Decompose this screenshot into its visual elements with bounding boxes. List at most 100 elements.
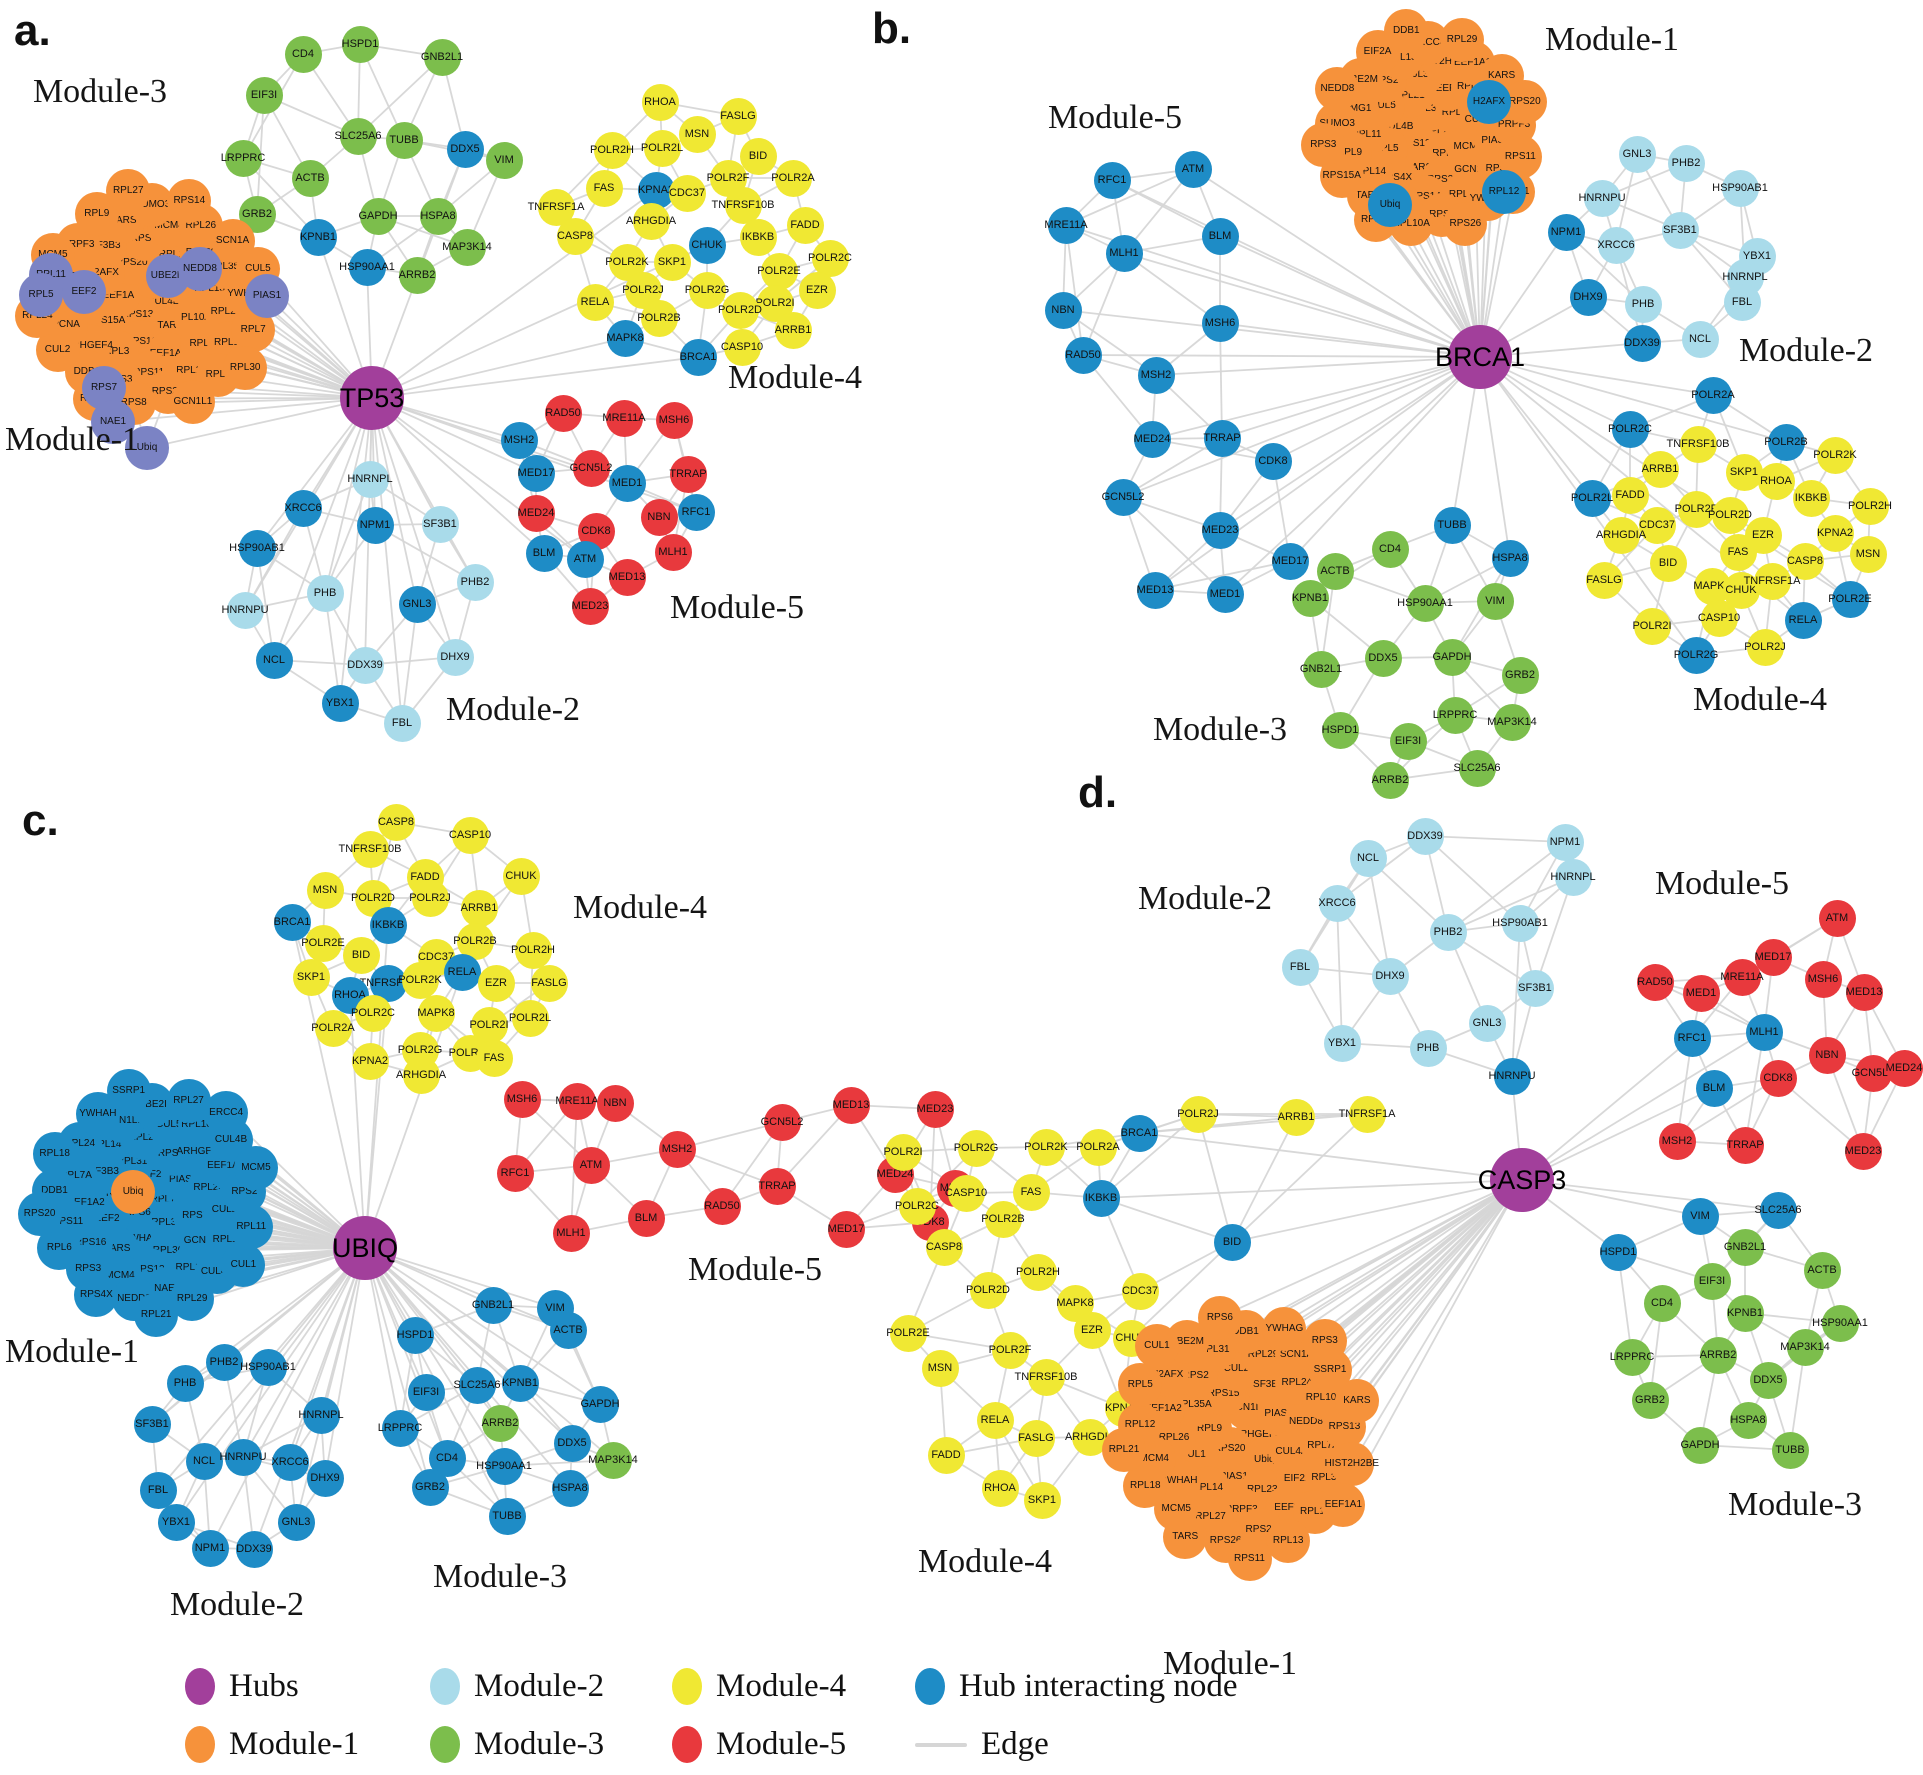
node-polr2k[interactable]: POLR2K [398, 961, 442, 999]
node-nbn[interactable]: NBN [640, 498, 678, 536]
node-eif3i[interactable]: EIF3I [1389, 722, 1427, 760]
node-dhx9[interactable]: DHX9 [1371, 957, 1409, 995]
node-polr2c[interactable]: POLR2C [895, 1187, 939, 1225]
node-trrap[interactable]: TRRAP [669, 455, 707, 493]
node-ikbkb[interactable]: IKBKB [1082, 1179, 1120, 1217]
node-ddx39[interactable]: DDX39 [346, 646, 384, 684]
node-polr2c[interactable]: POLR2C [808, 239, 852, 277]
node-actb[interactable]: ACTB [549, 1311, 587, 1349]
node-phb[interactable]: PHB [1624, 285, 1662, 323]
node-fas[interactable]: FAS [585, 169, 623, 207]
node-faslg[interactable]: FASLG [1585, 561, 1623, 599]
node-gnb2l1[interactable]: GNB2L1 [421, 38, 463, 76]
node-kpnb1[interactable]: KPNB1 [501, 1364, 539, 1402]
node-gnb2l1[interactable]: GNB2L1 [1300, 650, 1342, 688]
node-cdc37[interactable]: CDC37 [668, 174, 706, 212]
node-rps11[interactable]: RPS11 [1227, 1537, 1272, 1582]
node-dhx9[interactable]: DHX9 [1569, 278, 1607, 316]
node-skp1[interactable]: SKP1 [1023, 1481, 1061, 1519]
node-polr2g[interactable]: POLR2G [685, 271, 729, 309]
node-rad50[interactable]: RAD50 [1636, 963, 1674, 1001]
node-polr2e[interactable]: POLR2E [1828, 580, 1872, 618]
node-trrap[interactable]: TRRAP [1726, 1126, 1764, 1164]
node-mre11a[interactable]: MRE11A [1044, 206, 1088, 244]
node-hist2h2be[interactable]: HIST2H2BE [1325, 1442, 1379, 1487]
node-rhoa[interactable]: RHOA [1757, 462, 1795, 500]
node-tnfrsf10b[interactable]: TNFRSF10B [1667, 425, 1729, 463]
node-kpnb1[interactable]: KPNB1 [1726, 1294, 1764, 1332]
node-hnrnpu[interactable]: HNRNPU [1578, 179, 1626, 217]
node-polr2a[interactable]: POLR2A [1691, 376, 1735, 414]
node-cd4[interactable]: CD4 [284, 35, 322, 73]
node-phb2[interactable]: PHB2 [205, 1343, 243, 1381]
node-blm[interactable]: BLM [525, 534, 563, 572]
node-ddx5[interactable]: DDX5 [553, 1424, 591, 1462]
node-cdc37[interactable]: CDC37 [1121, 1272, 1159, 1310]
node-tnfrsf1a[interactable]: TNFRSF1A [1744, 562, 1800, 600]
node-ezr[interactable]: EZR [477, 964, 515, 1002]
node-faslg[interactable]: FASLG [530, 964, 568, 1002]
node-cd4[interactable]: CD4 [1371, 530, 1409, 568]
node-hspd1[interactable]: HSPD1 [396, 1316, 434, 1354]
node-polr2h[interactable]: POLR2H [511, 931, 555, 969]
node-phb2[interactable]: PHB2 [1429, 913, 1467, 951]
node-brca1[interactable]: BRCA1 [1120, 1114, 1158, 1152]
node-nbn[interactable]: NBN [1808, 1036, 1846, 1074]
node-casp10[interactable]: CASP10 [1698, 599, 1740, 637]
node-tnfrsf1a[interactable]: TNFRSF1A [1339, 1095, 1395, 1133]
node-polr2b[interactable]: POLR2B [637, 299, 681, 337]
node-polr2d[interactable]: POLR2D [718, 291, 762, 329]
node-xrcc6[interactable]: XRCC6 [284, 489, 322, 527]
node-med23[interactable]: MED23 [1201, 511, 1239, 549]
node-med17[interactable]: MED17 [1271, 542, 1309, 580]
node-msh2[interactable]: MSH2 [1658, 1122, 1696, 1160]
node-skp1[interactable]: SKP1 [1725, 453, 1763, 491]
node-mlh1[interactable]: MLH1 [552, 1214, 590, 1252]
node-vim[interactable]: VIM [1681, 1197, 1719, 1235]
node-map3k14[interactable]: MAP3K14 [1780, 1328, 1830, 1366]
node-npm1[interactable]: NPM1 [356, 506, 394, 544]
node-rhoa[interactable]: RHOA [981, 1469, 1019, 1507]
node-faslg[interactable]: FASLG [719, 97, 757, 135]
node-tubb[interactable]: TUBB [385, 121, 423, 159]
node-gnl3[interactable]: GNL3 [1468, 1004, 1506, 1042]
node-ikbkb[interactable]: IKBKB [739, 218, 777, 256]
node-med23[interactable]: MED23 [1844, 1132, 1882, 1170]
node-arrb1[interactable]: ARRB1 [1641, 450, 1679, 488]
node-nbn[interactable]: NBN [1044, 291, 1082, 329]
node-hnrnpu[interactable]: HNRNPU [1488, 1057, 1536, 1095]
node-gnl3[interactable]: GNL3 [398, 585, 436, 623]
node-blm[interactable]: BLM [1695, 1069, 1733, 1107]
node-ncl[interactable]: NCL [255, 641, 293, 679]
node-polr2b[interactable]: POLR2B [1764, 423, 1808, 461]
node-med24[interactable]: MED24 [517, 494, 555, 532]
node-hsp90aa1[interactable]: HSP90AA1 [1397, 584, 1453, 622]
node-hspa8[interactable]: HSPA8 [1729, 1401, 1767, 1439]
node-atm[interactable]: ATM [1818, 899, 1856, 937]
node-rfc1[interactable]: RFC1 [1673, 1019, 1711, 1057]
node-polr2d[interactable]: POLR2D [1708, 496, 1752, 534]
node-fbl[interactable]: FBL [1723, 283, 1761, 321]
node-chuk[interactable]: CHUK [502, 857, 540, 895]
node-polr2l[interactable]: POLR2L [1571, 479, 1613, 517]
node-lrpprc[interactable]: LRPPRC [378, 1409, 422, 1447]
node-ybx1[interactable]: YBX1 [1323, 1024, 1361, 1062]
node-sf3b1[interactable]: SF3B1 [1516, 969, 1554, 1007]
node-rad50[interactable]: RAD50 [544, 394, 582, 432]
node-rfc1[interactable]: RFC1 [496, 1154, 534, 1192]
node-fadd[interactable]: FADD [927, 1436, 965, 1474]
node-mre11a[interactable]: MRE11A [602, 399, 646, 437]
node-ddx39[interactable]: DDX39 [235, 1530, 273, 1568]
node-atm[interactable]: ATM [566, 540, 604, 578]
node-msh6[interactable]: MSH6 [1804, 960, 1842, 998]
node-arrb2[interactable]: ARRB2 [481, 1404, 519, 1442]
node-grb2[interactable]: GRB2 [1631, 1381, 1669, 1419]
node-hsp90ab1[interactable]: HSP90AB1 [240, 1348, 296, 1386]
node-gcn5l2[interactable]: GCN5L2 [761, 1103, 803, 1141]
node-arrb1[interactable]: ARRB1 [460, 889, 498, 927]
node-polr2d[interactable]: POLR2D [966, 1271, 1010, 1309]
node-ybx1[interactable]: YBX1 [157, 1503, 195, 1541]
node-polr2i[interactable]: POLR2I [883, 1133, 923, 1171]
node-ncl[interactable]: NCL [1349, 839, 1387, 877]
node-fas[interactable]: FAS [1012, 1173, 1050, 1211]
